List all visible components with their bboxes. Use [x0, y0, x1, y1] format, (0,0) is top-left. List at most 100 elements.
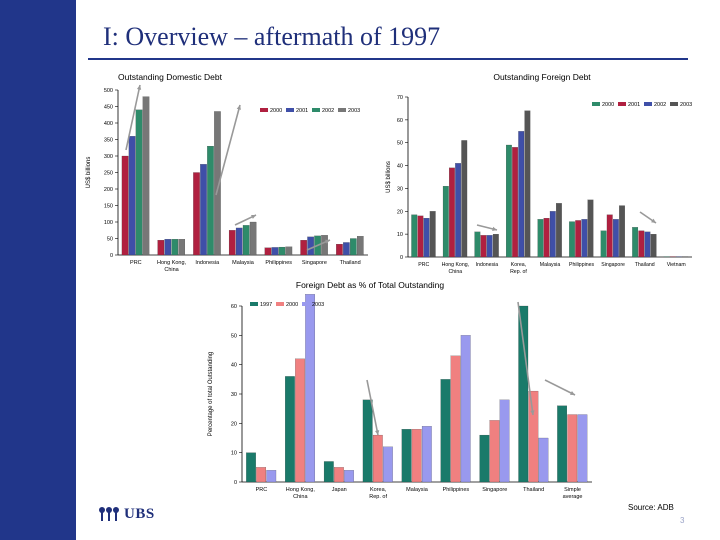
- bar-thailand-2002: [350, 238, 357, 256]
- bar-hong-kong-china-2000: [295, 358, 305, 483]
- bar-singapore-2003: [321, 235, 328, 256]
- bar-prc-2003: [429, 211, 436, 258]
- bar-singapore-2000: [300, 240, 307, 256]
- keys-icon: [99, 507, 119, 521]
- y-tick-label: 200: [104, 187, 113, 193]
- bar-prc-2001: [128, 136, 136, 256]
- annotation-arrow: [517, 301, 535, 416]
- bar-indonesia-2003: [214, 111, 221, 256]
- bar-korea-rep-of-2003: [383, 446, 393, 483]
- bar-singapore-2002: [613, 219, 619, 258]
- legend-swatch: [250, 302, 258, 306]
- annotation-arrow: [125, 84, 142, 151]
- y-tick-label: 450: [104, 105, 113, 111]
- category-label: Hong Kong, China: [286, 487, 316, 500]
- bar-korea-rep-of-2002: [518, 131, 525, 258]
- bar-hong-kong-china-2001: [164, 239, 172, 256]
- bar-malaysia-2000: [411, 429, 422, 483]
- bar-vietnam-2000: [663, 256, 670, 258]
- bar-singapore-2000: [600, 230, 607, 258]
- chart-title: Outstanding Domestic Debt: [118, 72, 223, 82]
- legend-label: 2003: [348, 108, 360, 114]
- bar-simple-average-2003: [577, 414, 588, 483]
- category-label: Hong Kong, China: [442, 262, 469, 275]
- category-label: Thailand: [635, 262, 655, 268]
- title-rule-left: [20, 58, 76, 60]
- bar-prc-2000: [121, 155, 129, 256]
- bar-indonesia-2001: [200, 164, 207, 256]
- bar-philippines-2002: [581, 219, 588, 258]
- annotation-arrow: [544, 379, 576, 396]
- category-label: Malaysia: [540, 262, 561, 268]
- bar-philippines-2001: [575, 220, 582, 258]
- bar-malaysia-2003: [249, 221, 257, 256]
- bar-philippines-2003: [460, 335, 471, 483]
- legend-swatch: [338, 108, 346, 112]
- y-tick-label: 40: [397, 164, 403, 170]
- bar-hong-kong-china-2002: [455, 163, 461, 258]
- annotation-arrow: [476, 224, 498, 232]
- y-tick-label: 400: [104, 121, 113, 127]
- foreign-debt-share-chart: Foreign Debt as % of Total Outstanding Pe…: [208, 280, 592, 500]
- category-label: Simple average: [563, 487, 583, 500]
- bar-indonesia-2002: [486, 235, 493, 258]
- bar-philippines-2000: [450, 355, 461, 483]
- y-tick-label: 50: [107, 237, 113, 243]
- foreign-debt-chart: Outstanding Foreign Debt US$ billions 0 10 2…: [386, 72, 692, 275]
- bar-simple-average-1997: [557, 405, 567, 483]
- y-tick-label: 50: [231, 333, 237, 339]
- bar-prc-2002: [135, 109, 143, 256]
- y-tick-label: 60: [231, 304, 237, 310]
- bar-singapore-1997: [479, 434, 490, 483]
- category-label: Malaysia: [232, 260, 255, 266]
- y-tick-label: 20: [231, 421, 237, 427]
- legend-label: 2001: [628, 102, 640, 108]
- bar-thailand-2003: [538, 437, 549, 483]
- bar-malaysia-2001: [543, 218, 550, 258]
- y-tick-label: 10: [397, 232, 403, 238]
- y-tick-label: 100: [104, 220, 113, 226]
- category-label: Japan: [332, 487, 347, 493]
- bar-thailand-2003: [650, 234, 657, 258]
- bar-prc-1997: [246, 452, 256, 483]
- bar-singapore-2001: [307, 236, 314, 256]
- annotation-arrow: [234, 214, 257, 226]
- legend-label: 2000: [270, 108, 282, 114]
- bar-hong-kong-china-2003: [305, 294, 315, 483]
- bar-thailand-2001: [343, 242, 350, 256]
- y-tick-label: 70: [397, 95, 403, 101]
- bar-malaysia-2002: [549, 211, 556, 258]
- category-label: Thailand: [340, 260, 361, 266]
- legend-swatch: [276, 302, 284, 306]
- legend-swatch: [644, 102, 652, 106]
- bar-korea-rep-of-1997: [362, 399, 373, 483]
- y-tick-label: 350: [104, 138, 113, 144]
- bar-malaysia-1997: [401, 429, 412, 483]
- y-tick-label: 150: [104, 204, 113, 210]
- bar-indonesia-2002: [207, 145, 214, 256]
- bar-simple-average-2000: [567, 414, 578, 483]
- bar-singapore-2001: [606, 214, 613, 258]
- category-label: Philippines: [569, 262, 594, 268]
- bar-korea-rep-of-2003: [524, 110, 531, 258]
- category-label: Singapore: [601, 262, 625, 268]
- bar-hong-kong-china-2001: [449, 167, 455, 258]
- category-label: Philippines: [443, 487, 470, 493]
- y-tick-label: 30: [397, 186, 403, 192]
- bar-malaysia-2003: [421, 426, 432, 483]
- bar-korea-rep-of-2000: [372, 434, 383, 483]
- legend-swatch: [286, 108, 294, 112]
- bar-prc-2001: [417, 215, 424, 258]
- bar-hong-kong-china-2003: [178, 239, 185, 256]
- bar-hong-kong-china-2000: [442, 186, 449, 258]
- bar-philippines-2000: [569, 221, 575, 258]
- y-axis-label: US$ billions: [86, 157, 92, 189]
- bar-korea-rep-of-2000: [506, 144, 512, 258]
- y-axis-label: US$ billions: [386, 161, 392, 193]
- legend-label: 2000: [602, 102, 614, 108]
- category-label: Indonesia: [476, 262, 499, 268]
- category-label: Indonesia: [195, 260, 220, 266]
- bar-thailand-1997: [518, 305, 529, 483]
- bar-thailand-2000: [632, 227, 639, 258]
- bar-japan-1997: [323, 461, 334, 483]
